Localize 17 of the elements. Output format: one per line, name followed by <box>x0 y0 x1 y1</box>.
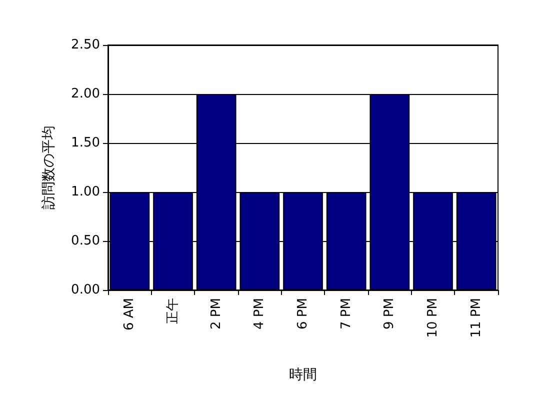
y-tick-label: 1.50 <box>71 136 100 150</box>
y-tick-label: 0.50 <box>71 234 100 248</box>
x-axis-title: 時間 <box>289 367 317 383</box>
y-axis-title: 訪問数の平均 <box>41 126 57 210</box>
x-tick-label: 10 PM <box>426 298 440 338</box>
y-tick-label: 2.50 <box>71 38 100 52</box>
x-tick-label: 6 AM <box>122 298 138 331</box>
x-tick-label: 2 PM <box>208 298 224 330</box>
x-tick-label: 正午 <box>166 298 180 324</box>
x-tick-label: 9 PM <box>382 298 398 330</box>
y-tick-label: 1.00 <box>71 184 100 200</box>
y-tick-label: 0.00 <box>71 282 100 298</box>
x-tick-label: 7 PM <box>338 298 354 330</box>
x-tick-label: 11 PM <box>468 298 484 338</box>
x-tick-label: 6 PM <box>296 298 310 330</box>
x-tick-label: 4 PM <box>252 298 268 330</box>
y-tick-label: 2.00 <box>71 86 100 102</box>
